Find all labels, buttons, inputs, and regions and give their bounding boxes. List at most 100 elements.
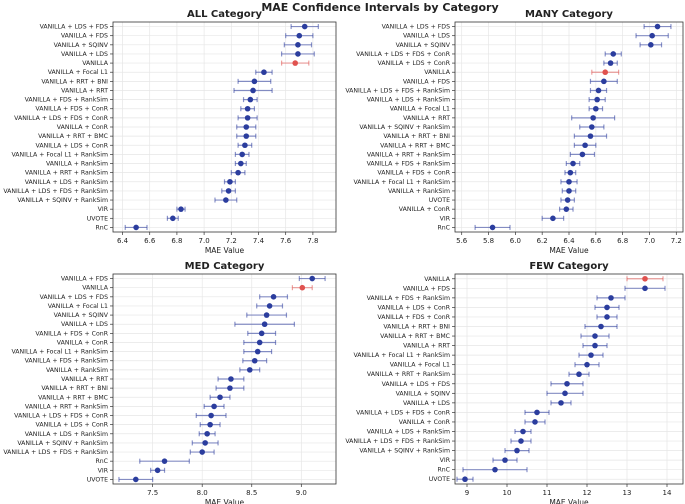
point (225, 188, 232, 194)
y-tick-label: VANILLA + FDS (61, 33, 108, 40)
point (263, 312, 270, 318)
y-tick-label: VANILLA (424, 69, 451, 76)
y-tick-label: VANILLA + LDS + FDS (40, 294, 108, 301)
x-tick-label: 7.5 (147, 489, 158, 497)
point (590, 115, 596, 121)
point (227, 385, 233, 391)
x-tick-label: 6.6 (144, 237, 156, 245)
x-tick-label: 7.4 (253, 237, 265, 245)
point (562, 390, 568, 397)
point (492, 466, 498, 473)
point (520, 428, 526, 435)
point (132, 476, 139, 483)
y-tick-label: VANILLA + RRT + RankSim (367, 371, 450, 378)
point (246, 367, 253, 373)
y-tick-label: VANILLA + SQINV (396, 390, 451, 397)
y-tick-label: VANILLA + RankSim (46, 161, 108, 168)
y-tick-label: VANILLA + LDS + RankSim (367, 429, 450, 436)
y-tick-label: VANILLA + LDS + FDS + ConR (14, 115, 109, 122)
point (199, 449, 205, 455)
y-tick-label: VANILLA + FDS + RankSim (25, 97, 108, 104)
y-tick-label: VANILLA (424, 276, 451, 283)
point (227, 178, 233, 185)
y-tick-label: VANILLA + ConR (399, 206, 451, 213)
y-tick-label: RnC (437, 224, 450, 231)
y-tick-label: VANILLA + SQINV (54, 312, 109, 319)
y-tick-label: VANILLA + LDS (61, 51, 108, 58)
point (204, 430, 210, 437)
y-tick-label: VANILLA + RRT (61, 87, 108, 94)
point (208, 412, 214, 419)
x-tick-label: 7.0 (644, 237, 655, 245)
x-tick-label: 13 (623, 489, 632, 497)
y-tick-label: VANILLA + SQINV + RankSim (359, 448, 450, 455)
point (217, 394, 223, 401)
point (598, 323, 604, 330)
point (309, 275, 316, 282)
point (235, 169, 241, 176)
point (489, 224, 496, 231)
point (567, 169, 574, 176)
y-tick-label: VANILLA + LDS + FDS + RankSim (345, 87, 450, 94)
y-tick-label: VANILLA + LDS + FDS + RankSim (345, 438, 450, 445)
y-tick-label: VANILLA + FDS + ConR (35, 330, 108, 337)
y-tick-label: VANILLA + RRT + BMC (38, 133, 108, 140)
y-tick-label: VANILLA + LDS + ConR (378, 304, 451, 311)
point (518, 438, 524, 444)
point (602, 69, 609, 76)
y-tick-label: VANILLA + RRT + BNI (383, 324, 450, 331)
y-tick-label: VANILLA + LDS + ConR (36, 142, 109, 149)
y-tick-label: VANILLA + Focal L1 (390, 362, 450, 369)
y-tick-label: VANILLA + RRT (61, 376, 108, 383)
point (266, 303, 273, 309)
point (295, 42, 301, 48)
plot-frame (454, 273, 684, 485)
y-tick-label: VANILLA + ConR (399, 419, 451, 426)
panel-title: MED Category (185, 261, 265, 272)
point (296, 32, 303, 39)
y-tick-label: VIR (98, 206, 109, 213)
y-tick-label: VANILLA + ConR (57, 339, 109, 346)
point (582, 142, 588, 149)
point (584, 361, 590, 368)
point (588, 352, 594, 358)
point (133, 224, 139, 231)
y-tick-label: VANILLA + Focal L1 (48, 69, 108, 76)
point (244, 105, 251, 112)
point (295, 51, 301, 57)
figure-title: MAE Confidence Intervals by Category (261, 1, 498, 14)
point (462, 476, 468, 483)
y-tick-label: VANILLA + FDS + RankSim (367, 295, 450, 302)
y-tick-label: VANILLA + SQINV + RankSim (359, 124, 450, 131)
y-tick-label: VANILLA + FDS + RankSim (367, 161, 450, 168)
point (595, 87, 602, 94)
y-tick-label: VANILLA + LDS + FDS (40, 24, 108, 31)
x-tick-label: 6.2 (537, 237, 548, 245)
y-tick-label: UVOTE (87, 215, 108, 222)
x-axis-label: MAE Value (549, 246, 589, 255)
point (534, 409, 540, 416)
x-tick-label: 5.8 (483, 237, 494, 245)
x-tick-label: 9.0 (296, 489, 307, 497)
point (514, 447, 520, 454)
point (654, 23, 661, 30)
y-tick-label: VANILLA + RRT + BMC (38, 394, 108, 401)
point (589, 124, 595, 130)
point (254, 348, 261, 355)
y-tick-label: UVOTE (429, 197, 450, 204)
y-tick-label: VANILLA + RRT (403, 115, 450, 122)
point (564, 380, 570, 387)
y-tick-label: VANILLA + SQINV + RankSim (17, 440, 108, 447)
y-tick-label: RnC (437, 467, 450, 474)
point (154, 467, 161, 474)
point (564, 197, 571, 203)
x-axis-label: MAE Value (205, 498, 245, 504)
y-tick-label: VIR (440, 215, 451, 222)
x-tick-label: 8.5 (246, 489, 257, 497)
x-tick-label: 7.0 (199, 237, 210, 245)
y-tick-label: VANILLA + LDS (403, 33, 450, 40)
point (604, 304, 610, 311)
point (161, 458, 168, 464)
point (211, 403, 217, 410)
y-tick-label: VANILLA + Focal L1 + RankSim (11, 349, 108, 356)
